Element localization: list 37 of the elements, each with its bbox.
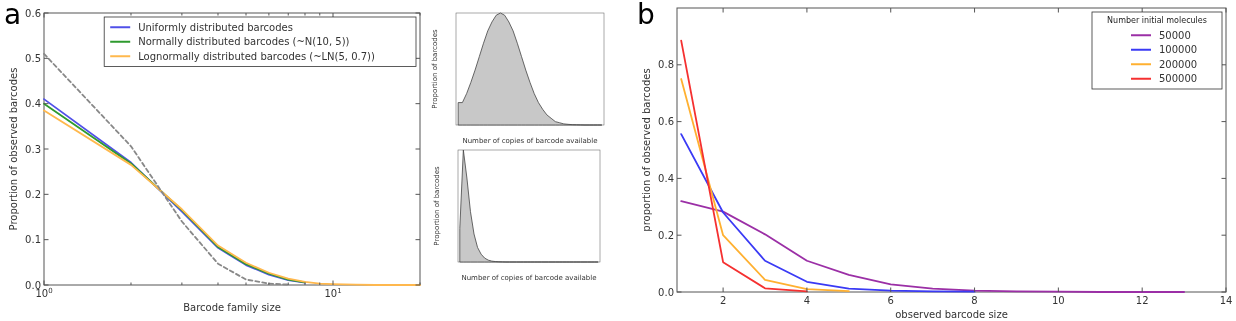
x-tick-label: 4 [803, 295, 811, 306]
y-tick-label: 0.1 [25, 234, 41, 246]
x-tick-label: 10 [1052, 295, 1065, 306]
y-tick-label: 0.8 [658, 59, 674, 71]
y-tick-label: 0.6 [658, 116, 674, 128]
y-tick-label: 0.3 [25, 143, 41, 155]
legend-label: Lognormally distributed barcodes (~LN(5, 0.7)) [138, 50, 376, 62]
legend-label: 500000 [1159, 73, 1198, 85]
chart-title: b [637, 0, 655, 31]
y-tick-label: 0.4 [658, 172, 674, 184]
y-axis-title: Proportion of observed barcodes [8, 67, 19, 231]
x-tick-label: 6 [887, 295, 894, 306]
legend-label: Normally distributed barcodes (~N(10, 5)) [138, 36, 350, 48]
line-series [680, 39, 808, 293]
legend-title: Number initial molecules [1107, 16, 1207, 25]
y-tick-label: 0.0 [658, 286, 674, 298]
legend-label: Uniformly distributed barcodes [138, 21, 293, 33]
x-tick-label: 8 [971, 295, 978, 306]
line-series [680, 78, 850, 293]
y-axis-title: proportion of observed barcodes [641, 68, 652, 232]
line-series [680, 200, 1185, 293]
y-tick-label: 0.4 [25, 98, 41, 110]
line-series [680, 133, 976, 293]
x-tick-label: 14 [1219, 295, 1233, 306]
x-tick-label: 10$^{1}$ [324, 287, 342, 299]
y-tick-label: 0.2 [658, 229, 674, 241]
x-tick-label: 12 [1135, 295, 1149, 306]
x-axis-title: observed barcode size [895, 309, 1008, 320]
x-tick-label: 2 [719, 295, 727, 306]
x-axis-title: Barcode family size [183, 302, 281, 313]
legend-label: 200000 [1159, 58, 1198, 70]
y-tick-label: 0.2 [25, 188, 41, 200]
legend-label: 50000 [1159, 29, 1191, 41]
y-tick-label: 0.5 [25, 52, 41, 64]
chart-title: a [4, 0, 22, 31]
y-tick-label: 0.6 [25, 7, 41, 19]
legend-label: 100000 [1159, 44, 1198, 56]
